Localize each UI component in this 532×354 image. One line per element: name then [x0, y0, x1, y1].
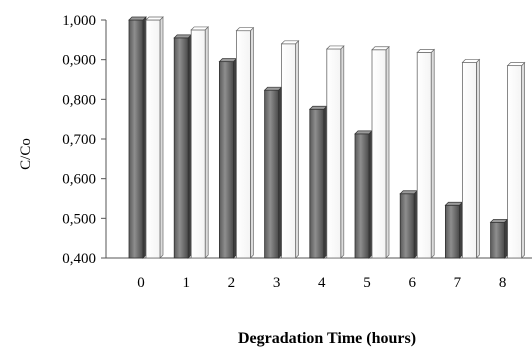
bar-series2-3 — [280, 39, 300, 259]
bar-series2-8 — [506, 61, 526, 259]
bar-series2-4 — [325, 45, 345, 259]
bar-series1-6 — [399, 189, 419, 259]
y-tick-label: 0,700 — [62, 132, 96, 148]
bar-series2-2 — [235, 26, 255, 259]
y-axis-title: C/Co — [18, 138, 34, 170]
x-tick-label: 6 — [408, 275, 416, 291]
bar-series2-1 — [190, 26, 210, 259]
x-tick-label: 8 — [499, 275, 507, 291]
x-tick-label: 2 — [228, 275, 236, 291]
y-tick-label: 0,400 — [62, 251, 96, 267]
bar-series2-7 — [461, 58, 481, 259]
x-tick-label: 7 — [454, 275, 462, 291]
bar-series1-7 — [444, 201, 464, 259]
bar-series2-5 — [371, 45, 390, 259]
x-axis-title: Degradation Time (hours) — [238, 330, 416, 347]
bar-series1-8 — [489, 218, 509, 259]
bar-series1-2 — [218, 57, 238, 259]
bar-series1-0 — [128, 16, 147, 259]
x-tick-label: 0 — [137, 275, 145, 291]
y-tick-label: 0,600 — [62, 172, 96, 188]
bar-series2-6 — [416, 48, 436, 259]
y-tick-label: 1,000 — [62, 13, 96, 29]
bar-series1-1 — [173, 34, 193, 259]
x-tick-label: 4 — [318, 275, 326, 291]
bar-series2-0 — [145, 16, 164, 259]
y-tick-label: 0,500 — [62, 211, 96, 227]
bar-series1-3 — [263, 86, 283, 259]
x-tick-label: 5 — [363, 275, 371, 291]
x-tick-label: 1 — [182, 275, 190, 291]
y-tick-label: 0,900 — [62, 53, 96, 69]
tick-labels: 0,400 0,500 0,600 0,700 0,800 0,900 1,000 0 1 2 3 4… — [62, 13, 506, 291]
y-tick-label: 0,800 — [62, 92, 96, 108]
bars — [128, 16, 526, 259]
bar-series1-4 — [308, 105, 328, 259]
x-tick-label: 3 — [273, 275, 281, 291]
bar-series1-5 — [354, 129, 373, 259]
